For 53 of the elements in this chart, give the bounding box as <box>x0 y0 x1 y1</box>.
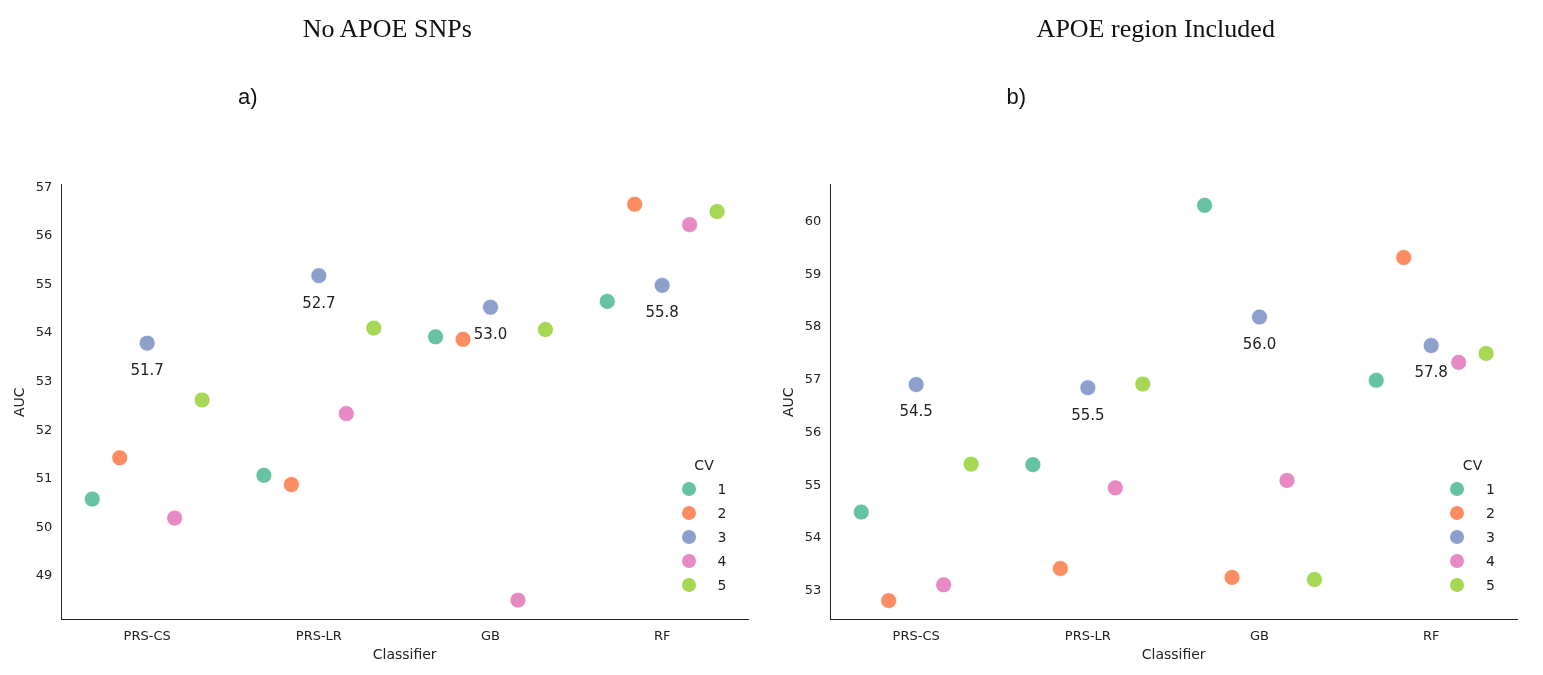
y-tick-label: 53 <box>35 372 53 388</box>
legend-title: CV <box>1461 457 1484 473</box>
y-tick-label: 54 <box>804 529 821 545</box>
legend-label: 3 <box>717 529 727 545</box>
chart-title: No APOE SNPs <box>301 13 473 45</box>
chart-title: APOE region Included <box>1035 13 1276 45</box>
annotation: 57.8 <box>1413 363 1448 382</box>
y-tick-label: 55 <box>35 275 53 291</box>
chart-subtitle: b) <box>1005 84 1028 111</box>
y-tick-label: 58 <box>804 318 821 334</box>
annotation: 55.8 <box>645 303 679 322</box>
x-tick-label: PRS-LR <box>1064 627 1111 643</box>
legend-label: 5 <box>717 577 727 593</box>
chart-subtitle: a) <box>237 84 259 111</box>
legend-label: 4 <box>717 553 727 569</box>
x-tick-label: GB <box>1249 627 1269 643</box>
y-tick-label: 52 <box>35 421 53 437</box>
annotation: 54.5 <box>898 402 933 421</box>
legend-label: 1 <box>717 481 727 497</box>
y-tick-label: 56 <box>804 423 821 439</box>
y-tick-label: 55 <box>804 476 821 492</box>
y-tick-label: 60 <box>804 213 821 229</box>
x-axis-title: Classifier <box>372 646 437 663</box>
legend-label: 3 <box>1486 529 1495 545</box>
x-tick-label: GB <box>481 627 500 643</box>
x-tick-label: RF <box>1422 627 1439 643</box>
x-axis-title: Classifier <box>1141 646 1206 663</box>
y-tick-label: 50 <box>35 518 53 534</box>
annotation: 55.5 <box>1070 405 1105 424</box>
x-tick-label: PRS-CS <box>123 627 171 643</box>
y-axis-title: AUC <box>779 387 796 417</box>
x-tick-label: PRS-CS <box>892 627 940 643</box>
legend-title: CV <box>693 457 715 473</box>
y-tick-label: 54 <box>35 324 53 340</box>
legend-label: 2 <box>1486 505 1495 521</box>
legend-label: 2 <box>717 505 727 521</box>
annotation: 56.0 <box>1242 334 1276 353</box>
annotation: 52.7 <box>302 293 336 312</box>
legend-label: 1 <box>1486 481 1495 497</box>
y-tick-label: 56 <box>35 227 53 243</box>
annotation: 51.7 <box>130 361 164 380</box>
x-tick-label: RF <box>653 627 671 643</box>
annotation: 53.0 <box>473 325 508 344</box>
y-tick-label: 49 <box>35 567 53 583</box>
y-tick-label: 51 <box>35 470 53 486</box>
legend-label: 4 <box>1486 553 1495 569</box>
y-tick-label: 53 <box>804 581 821 597</box>
x-tick-label: PRS-LR <box>295 627 342 643</box>
y-axis-title: AUC <box>11 387 28 417</box>
y-tick-label: 57 <box>35 178 53 194</box>
y-tick-label: 59 <box>804 265 821 281</box>
legend-label: 5 <box>1486 577 1495 593</box>
y-tick-label: 57 <box>804 371 821 387</box>
